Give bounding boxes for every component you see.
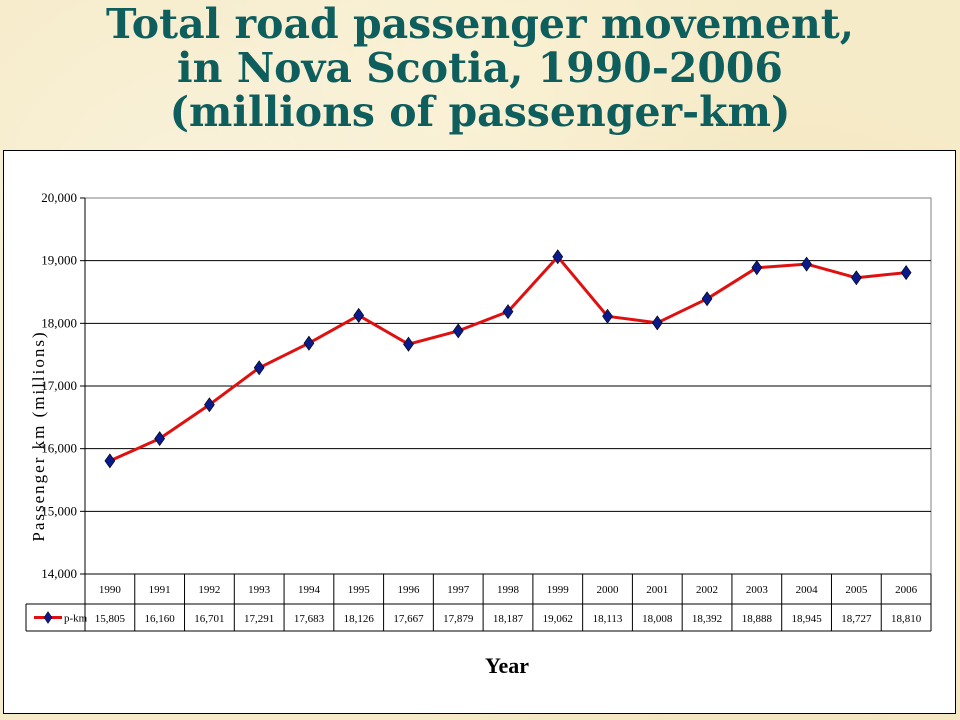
data-table-value: 18,810 xyxy=(891,613,922,625)
data-point-marker xyxy=(900,265,912,281)
x-axis-title: Year xyxy=(485,653,529,678)
data-table-value: 16,160 xyxy=(145,613,176,625)
title-line-2: in Nova Scotia, 1990-2006 xyxy=(177,44,783,92)
data-table-value: 18,126 xyxy=(344,613,375,625)
data-table-value: 17,683 xyxy=(294,613,325,625)
y-tick-label: 18,000 xyxy=(41,315,77,330)
x-tick-label: 2005 xyxy=(845,584,868,596)
y-tick-label: 15,000 xyxy=(41,503,77,518)
x-tick-label: 2001 xyxy=(646,584,668,596)
data-point-marker xyxy=(204,397,215,413)
data-point-marker xyxy=(701,291,713,307)
x-tick-label: 2004 xyxy=(796,584,819,596)
data-point-marker xyxy=(502,304,514,320)
data-table-value: 17,291 xyxy=(244,613,274,625)
data-point-marker xyxy=(751,260,763,276)
data-point-marker xyxy=(850,270,862,286)
x-tick-label: 1995 xyxy=(348,584,371,596)
legend-marker xyxy=(43,611,53,624)
data-point-marker xyxy=(651,315,663,331)
data-point-marker xyxy=(303,335,315,351)
data-table-value: 16,701 xyxy=(194,613,224,625)
legend-label: p-km xyxy=(64,613,88,625)
data-table-value: 18,187 xyxy=(493,613,524,625)
data-table-value: 18,008 xyxy=(642,613,673,625)
y-tick-label: 14,000 xyxy=(41,566,77,581)
slide-title: Total road passenger movement, in Nova S… xyxy=(0,0,960,134)
data-point-marker xyxy=(552,249,564,265)
x-tick-label: 2006 xyxy=(895,584,918,596)
y-tick-label: 16,000 xyxy=(41,441,77,456)
chart-frame: 14,000 15,000 16,000 17,000 18,000 19,000 20,0… xyxy=(3,150,956,714)
data-point-marker xyxy=(452,323,464,339)
x-tick-label: 1991 xyxy=(149,584,171,596)
line-chart: 14,000 15,000 16,000 17,000 18,000 19,000 20,0… xyxy=(25,190,932,678)
y-tick-label: 20,000 xyxy=(41,190,77,205)
data-table-value: 18,945 xyxy=(791,613,822,625)
data-point-marker xyxy=(353,307,365,323)
data-point-marker xyxy=(154,431,166,447)
data-point-marker xyxy=(104,453,116,469)
x-tick-label: 1997 xyxy=(447,584,470,596)
x-tick-label: 1999 xyxy=(547,584,570,596)
x-tick-label: 1996 xyxy=(397,584,420,596)
x-tick-label: 1998 xyxy=(497,584,520,596)
y-tick-label: 19,000 xyxy=(41,253,77,268)
x-tick-label: 1992 xyxy=(198,584,220,596)
data-table-value: 19,062 xyxy=(543,613,573,625)
data-table-value: 17,879 xyxy=(443,613,474,625)
title-line-3: (millions of passenger-km) xyxy=(169,88,791,136)
x-tick-label: 1993 xyxy=(248,584,271,596)
data-table-value: 15,805 xyxy=(95,613,126,625)
title-line-1: Total road passenger movement, xyxy=(105,0,854,48)
y-tick-label: 17,000 xyxy=(41,378,77,393)
data-table-value: 18,392 xyxy=(692,613,722,625)
x-tick-label: 1994 xyxy=(298,584,321,596)
x-tick-label: 1990 xyxy=(99,584,122,596)
x-tick-label: 2002 xyxy=(696,584,718,596)
data-point-marker xyxy=(403,336,414,352)
data-point-marker xyxy=(801,256,812,272)
data-point-marker xyxy=(253,360,265,376)
data-table-value: 18,113 xyxy=(593,613,623,625)
data-point-marker xyxy=(602,308,613,324)
data-table-value: 17,667 xyxy=(393,613,424,625)
x-tick-label: 2003 xyxy=(746,584,769,596)
y-axis-title: Passenger km (millions) xyxy=(29,330,48,541)
data-table-value: 18,727 xyxy=(841,613,872,625)
x-tick-label: 2000 xyxy=(597,584,620,596)
data-table-value: 18,888 xyxy=(742,613,773,625)
